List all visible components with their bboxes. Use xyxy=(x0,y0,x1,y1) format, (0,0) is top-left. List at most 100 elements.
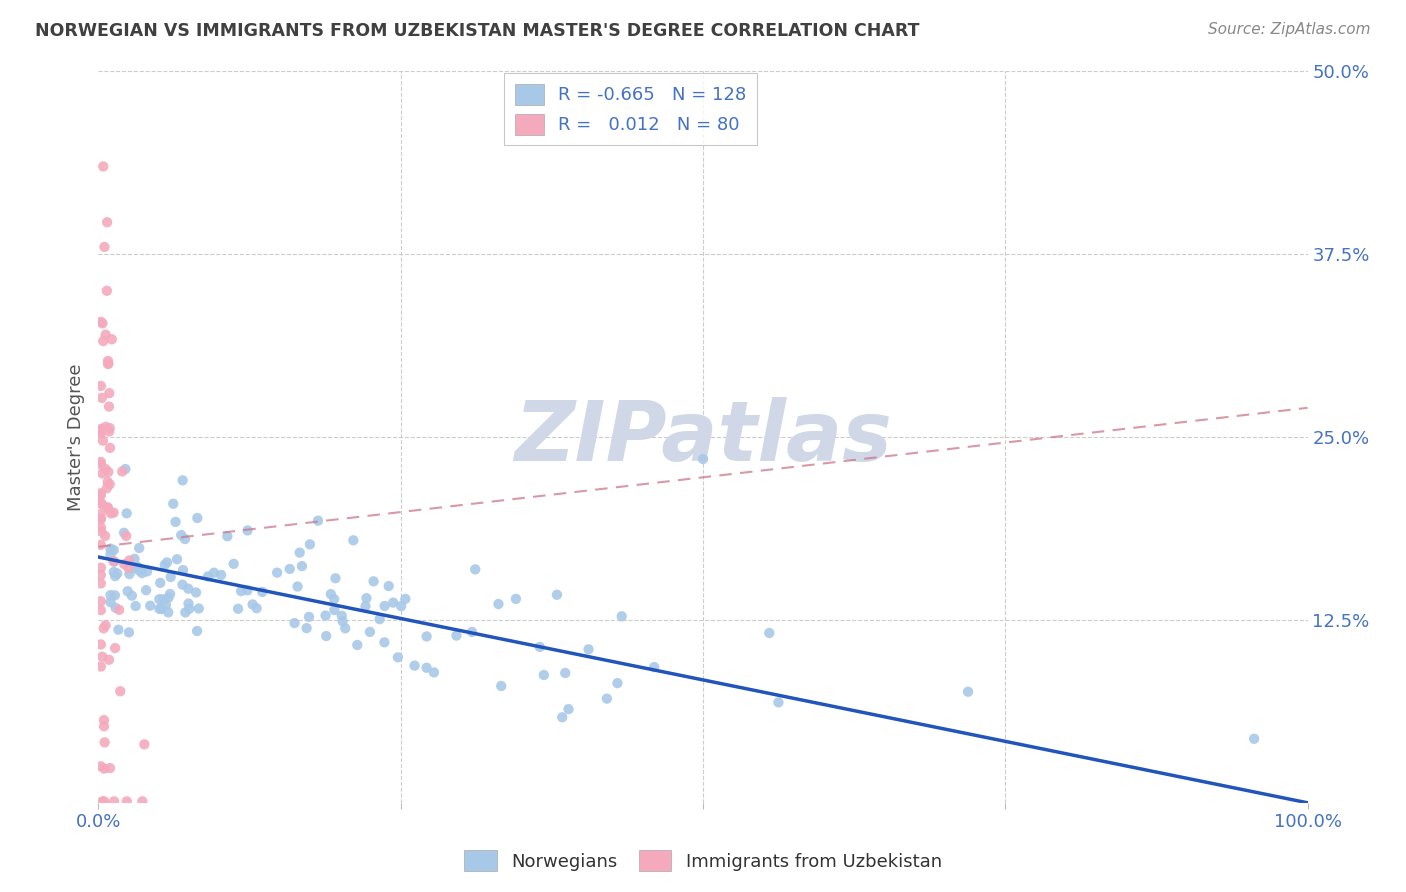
Point xyxy=(90,568,112,582)
Point xyxy=(374,599,396,613)
Point xyxy=(157,606,180,620)
Point xyxy=(315,629,337,643)
Point xyxy=(323,603,346,617)
Point xyxy=(363,574,385,589)
Point xyxy=(578,642,600,657)
Point xyxy=(136,565,159,579)
Point xyxy=(446,629,468,643)
Point xyxy=(159,587,181,601)
Point xyxy=(128,564,150,578)
Point xyxy=(91,334,114,348)
Point xyxy=(91,794,114,808)
Point xyxy=(404,658,426,673)
Point xyxy=(98,425,121,439)
Point xyxy=(319,587,342,601)
Point xyxy=(94,327,117,342)
Point xyxy=(252,585,274,599)
Point xyxy=(103,554,125,568)
Point xyxy=(335,621,357,635)
Point xyxy=(91,434,114,448)
Point xyxy=(100,507,122,521)
Point xyxy=(217,529,239,543)
Point xyxy=(103,543,125,558)
Point xyxy=(91,160,114,174)
Point xyxy=(124,561,146,575)
Point xyxy=(149,575,172,590)
Point xyxy=(93,794,115,808)
Point xyxy=(551,710,574,724)
Legend: R = -0.665   N = 128, R =   0.012   N = 80: R = -0.665 N = 128, R = 0.012 N = 80 xyxy=(503,73,756,145)
Point xyxy=(98,477,121,491)
Point xyxy=(90,315,112,329)
Point xyxy=(97,500,120,515)
Point xyxy=(104,641,127,656)
Point xyxy=(596,691,619,706)
Point xyxy=(157,591,180,605)
Point xyxy=(117,561,139,575)
Point xyxy=(90,524,112,539)
Point xyxy=(332,615,354,629)
Point xyxy=(172,563,194,577)
Point xyxy=(643,660,665,674)
Point xyxy=(529,640,551,654)
Point xyxy=(242,598,264,612)
Point xyxy=(121,589,143,603)
Point xyxy=(148,602,170,616)
Point xyxy=(177,582,200,596)
Point xyxy=(90,488,112,502)
Point xyxy=(94,420,117,434)
Point xyxy=(97,357,120,371)
Point xyxy=(104,600,127,615)
Point xyxy=(90,511,112,525)
Point xyxy=(90,603,112,617)
Point xyxy=(135,583,157,598)
Point xyxy=(93,735,115,749)
Point xyxy=(150,602,173,616)
Point xyxy=(156,555,179,569)
Point xyxy=(394,591,416,606)
Point xyxy=(155,598,177,612)
Point xyxy=(90,659,112,673)
Point xyxy=(377,579,399,593)
Point xyxy=(98,441,121,455)
Point xyxy=(90,379,112,393)
Text: ZIPatlas: ZIPatlas xyxy=(515,397,891,477)
Point xyxy=(692,452,714,467)
Point xyxy=(100,588,122,602)
Point xyxy=(105,566,128,581)
Point xyxy=(131,794,153,808)
Point xyxy=(103,555,125,569)
Point xyxy=(162,497,184,511)
Point xyxy=(389,599,412,614)
Legend: Norwegians, Immigrants from Uzbekistan: Norwegians, Immigrants from Uzbekistan xyxy=(457,843,949,879)
Point xyxy=(98,653,121,667)
Point xyxy=(330,608,353,623)
Point xyxy=(90,422,112,436)
Point xyxy=(101,332,124,346)
Point xyxy=(112,525,135,540)
Point xyxy=(606,676,628,690)
Text: NORWEGIAN VS IMMIGRANTS FROM UZBEKISTAN MASTER'S DEGREE CORRELATION CHART: NORWEGIAN VS IMMIGRANTS FROM UZBEKISTAN … xyxy=(35,22,920,40)
Text: Source: ZipAtlas.com: Source: ZipAtlas.com xyxy=(1208,22,1371,37)
Point xyxy=(114,462,136,476)
Point xyxy=(93,713,115,727)
Point xyxy=(342,533,364,548)
Point xyxy=(179,602,201,616)
Point xyxy=(546,588,568,602)
Point xyxy=(97,475,120,489)
Point xyxy=(118,625,141,640)
Point xyxy=(323,592,346,607)
Point xyxy=(957,685,980,699)
Point xyxy=(134,737,156,751)
Point xyxy=(112,557,135,571)
Point xyxy=(461,625,484,640)
Point xyxy=(153,558,176,572)
Point xyxy=(90,637,112,651)
Point xyxy=(246,601,269,615)
Point xyxy=(533,668,555,682)
Point xyxy=(91,649,114,664)
Point xyxy=(93,621,115,635)
Point xyxy=(115,794,138,808)
Point xyxy=(184,585,207,599)
Point xyxy=(90,560,112,574)
